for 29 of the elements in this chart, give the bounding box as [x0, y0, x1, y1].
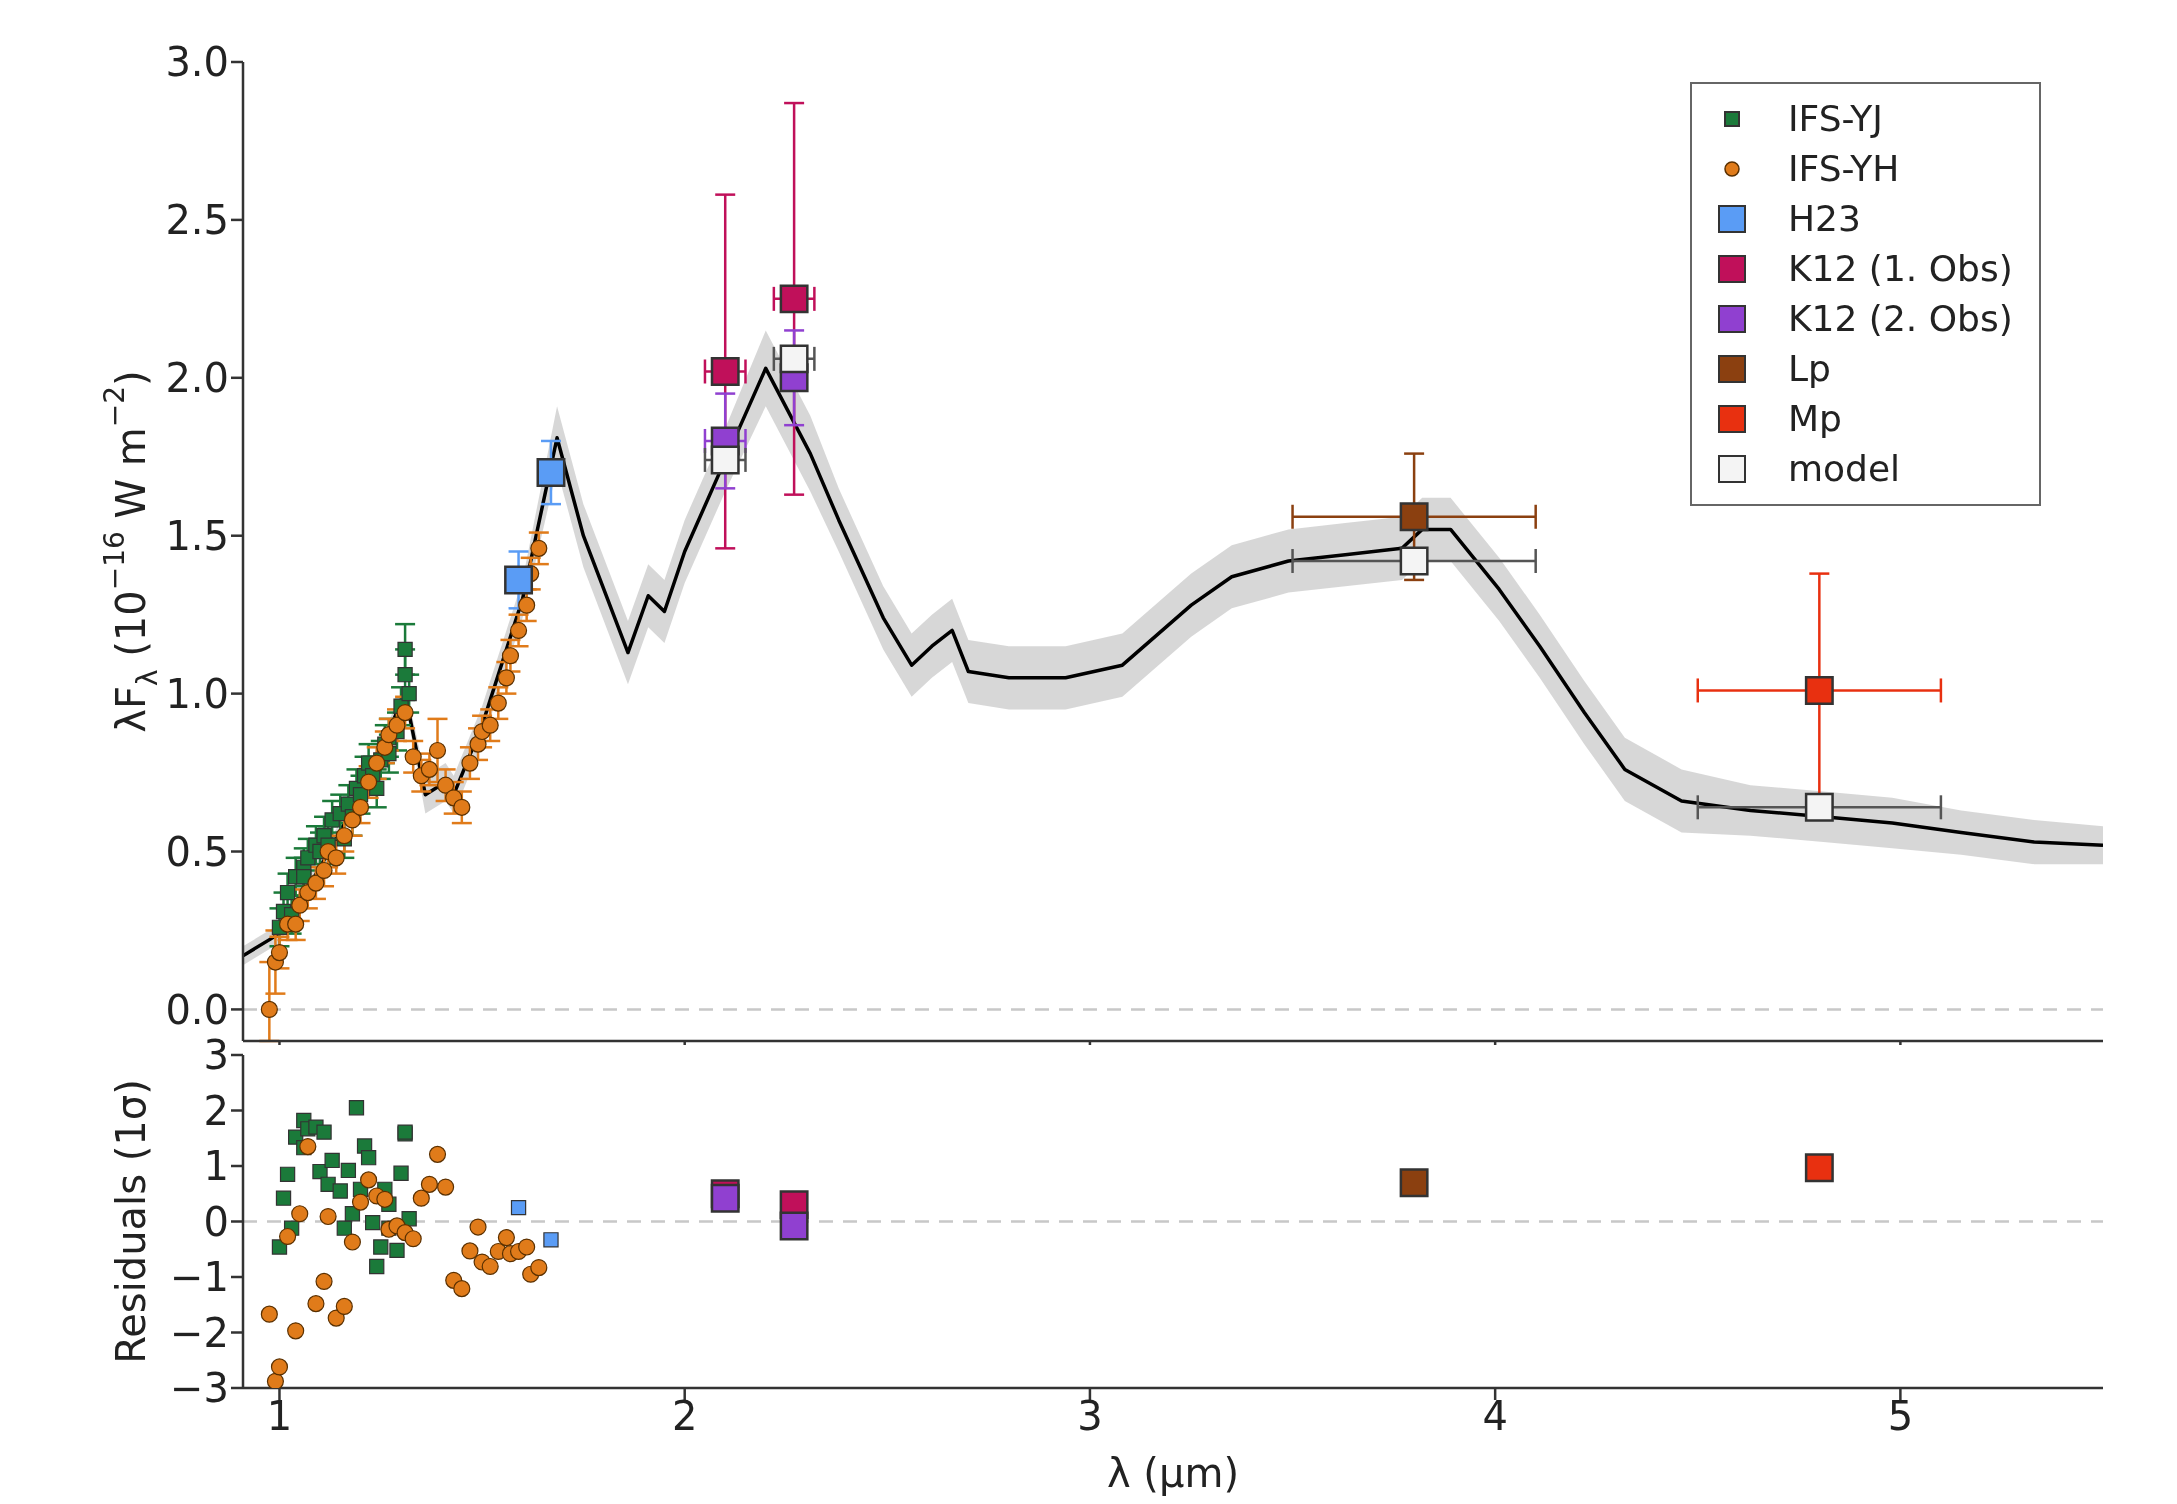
y-tick-label: −2: [170, 1309, 229, 1356]
x-tick-label: 2: [671, 1393, 698, 1440]
legend-label: model: [1788, 447, 1901, 491]
x-tick-label: 1: [266, 1393, 293, 1440]
y-tick-label: 3.0: [165, 39, 229, 86]
legend-label: IFS-YH: [1788, 147, 1900, 191]
y-tick-label: 2.0: [165, 355, 229, 402]
y-tick-label: 0.5: [165, 828, 229, 875]
y-tick-label: 2.5: [165, 197, 229, 244]
x-tick-label: 4: [1482, 1393, 1508, 1440]
y-tick-label: 1.0: [165, 670, 229, 717]
y-tick-label: 2: [203, 1087, 229, 1134]
x-tick-label: 3: [1077, 1393, 1103, 1440]
legend-label: Mp: [1788, 397, 1842, 441]
legend-label: K12 (1. Obs): [1788, 247, 2013, 291]
y-tick-label: 1: [203, 1143, 229, 1190]
legend-label: H23: [1788, 197, 1861, 241]
y-tick-label: 3: [203, 1032, 229, 1079]
y-tick-label: 0: [203, 1198, 229, 1245]
legend-label: IFS-YJ: [1788, 97, 1883, 141]
legend-label: K12 (2. Obs): [1788, 297, 2013, 341]
y-tick-label: 1.5: [165, 512, 229, 559]
y-axis-title: Residuals (1σ): [108, 1079, 154, 1364]
legend-label: Lp: [1788, 347, 1831, 391]
y-tick-label: 0.0: [165, 986, 229, 1033]
x-tick-label: 5: [1887, 1393, 1914, 1440]
y-tick-label: −3: [170, 1365, 229, 1412]
x-axis-title: λ (µm): [1106, 1450, 1240, 1496]
y-tick-label: −1: [170, 1254, 229, 1301]
